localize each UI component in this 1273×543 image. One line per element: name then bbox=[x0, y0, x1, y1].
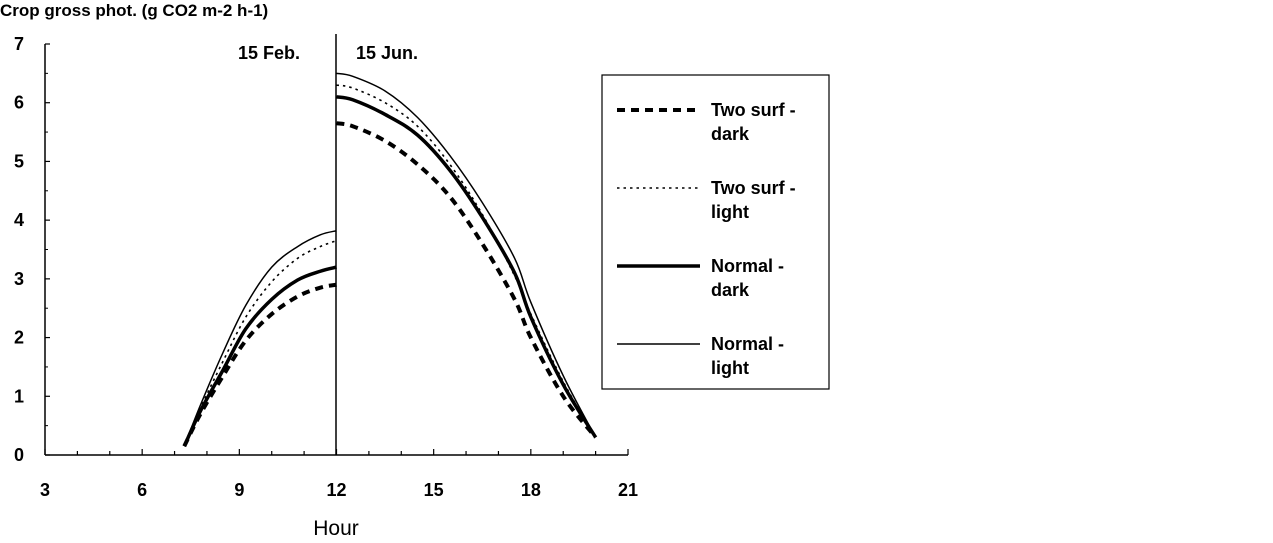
y-tick-label: 3 bbox=[14, 269, 24, 289]
x-tick-label: 12 bbox=[326, 480, 346, 500]
legend-label: Normal - bbox=[711, 334, 784, 354]
legend-label: dark bbox=[711, 280, 750, 300]
series-line-feb bbox=[182, 265, 337, 447]
y-tick-label: 2 bbox=[14, 328, 24, 348]
annotation-jun: 15 Jun. bbox=[356, 43, 418, 63]
x-tick-label: 9 bbox=[234, 480, 244, 500]
series-line-feb bbox=[182, 282, 337, 448]
annotation-feb: 15 Feb. bbox=[238, 43, 300, 63]
y-tick-label: 6 bbox=[14, 93, 24, 113]
y-tick-label: 7 bbox=[14, 34, 24, 54]
series-line-jun bbox=[336, 72, 597, 438]
y-tick-label: 1 bbox=[14, 386, 24, 406]
legend: Two surf - dark Two surf - light Normal - dar… bbox=[617, 100, 796, 378]
series-line-jun bbox=[336, 121, 598, 439]
y-tick-label: 0 bbox=[14, 445, 24, 465]
series-line-feb bbox=[183, 229, 337, 447]
y-tick-label: 5 bbox=[14, 151, 24, 171]
x-axis-label: Hour bbox=[313, 517, 359, 540]
y-tick-label: 4 bbox=[14, 210, 24, 230]
legend-label: light bbox=[711, 202, 749, 222]
y-axis-label: Crop gross phot. (g CO2 m-2 h-1) bbox=[0, 1, 268, 20]
x-tick-label: 21 bbox=[618, 480, 638, 500]
x-tick-label: 15 bbox=[424, 480, 444, 500]
legend-label: dark bbox=[711, 124, 750, 144]
legend-label: Two surf - bbox=[711, 100, 796, 120]
legend-label: Normal - bbox=[711, 256, 784, 276]
legend-label: Two surf - bbox=[711, 178, 796, 198]
series-group bbox=[182, 72, 598, 448]
legend-label: light bbox=[711, 358, 749, 378]
series-line-jun bbox=[336, 95, 598, 439]
x-tick-label: 3 bbox=[40, 480, 50, 500]
x-tick-label: 18 bbox=[521, 480, 541, 500]
x-tick-label: 6 bbox=[137, 480, 147, 500]
legend-box bbox=[601, 74, 830, 390]
